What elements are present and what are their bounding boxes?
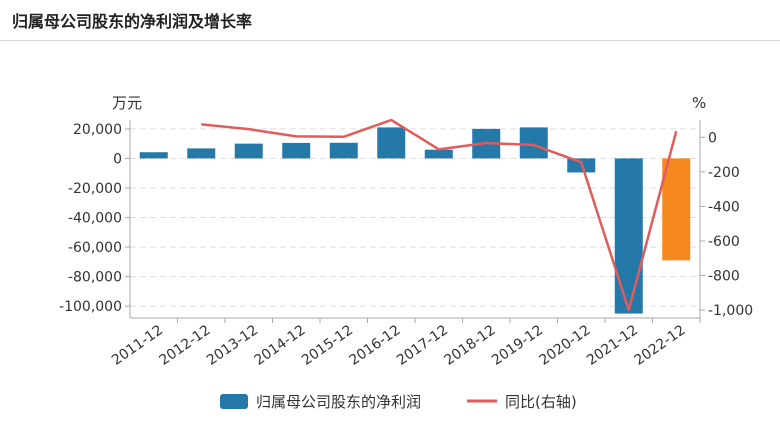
right-axis-unit: % — [692, 94, 706, 112]
x-tick-label: 2020-12 — [536, 322, 593, 369]
left-tick-label: -100,000 — [59, 299, 122, 315]
bar — [662, 158, 691, 261]
right-tick-label: -400 — [708, 199, 740, 215]
left-tick-label: -60,000 — [68, 240, 122, 256]
left-tick-label: -80,000 — [68, 270, 122, 286]
left-axis-unit: 万元 — [112, 94, 142, 112]
bar — [187, 148, 216, 159]
bar — [377, 127, 406, 159]
chart-header: 归属母公司股东的净利润及增长率 — [0, 0, 780, 41]
x-tick-label: 2013-12 — [204, 322, 261, 369]
legend-bar-swatch — [220, 394, 248, 409]
x-tick-label: 2011-12 — [109, 322, 166, 369]
bar — [282, 142, 311, 159]
bar — [424, 149, 453, 159]
x-tick-label: 2019-12 — [489, 322, 546, 369]
x-tick-label: 2014-12 — [251, 322, 308, 369]
legend-line-label: 同比(右轴) — [505, 393, 577, 411]
x-tick-label: 2015-12 — [299, 322, 356, 369]
growth-line — [201, 118, 678, 312]
x-tick-label: 2022-12 — [631, 322, 688, 369]
x-tick-label: 2017-12 — [394, 322, 451, 369]
x-tick-label: 2018-12 — [441, 322, 498, 369]
bar — [519, 127, 548, 159]
chart-title: 归属母公司股东的净利润及增长率 — [12, 12, 253, 31]
x-tick-label: 2012-12 — [156, 322, 213, 369]
left-tick-label: -40,000 — [68, 211, 122, 227]
bar — [139, 152, 168, 159]
x-tick-label: 2016-12 — [346, 322, 403, 369]
bar — [614, 158, 643, 314]
right-tick-label: -200 — [708, 165, 740, 181]
legend-bar-label: 归属母公司股东的净利润 — [256, 393, 421, 411]
left-tick-label: 20,000 — [73, 122, 122, 138]
right-tick-label: 0 — [708, 130, 717, 146]
bar — [329, 142, 358, 159]
bar — [234, 143, 263, 159]
right-tick-label: -600 — [708, 234, 740, 250]
right-tick-label: -1,000 — [708, 303, 753, 319]
left-tick-label: 0 — [113, 151, 122, 167]
x-tick-label: 2021-12 — [584, 322, 641, 369]
left-tick-label: -20,000 — [68, 181, 122, 197]
right-tick-label: -800 — [708, 268, 740, 284]
